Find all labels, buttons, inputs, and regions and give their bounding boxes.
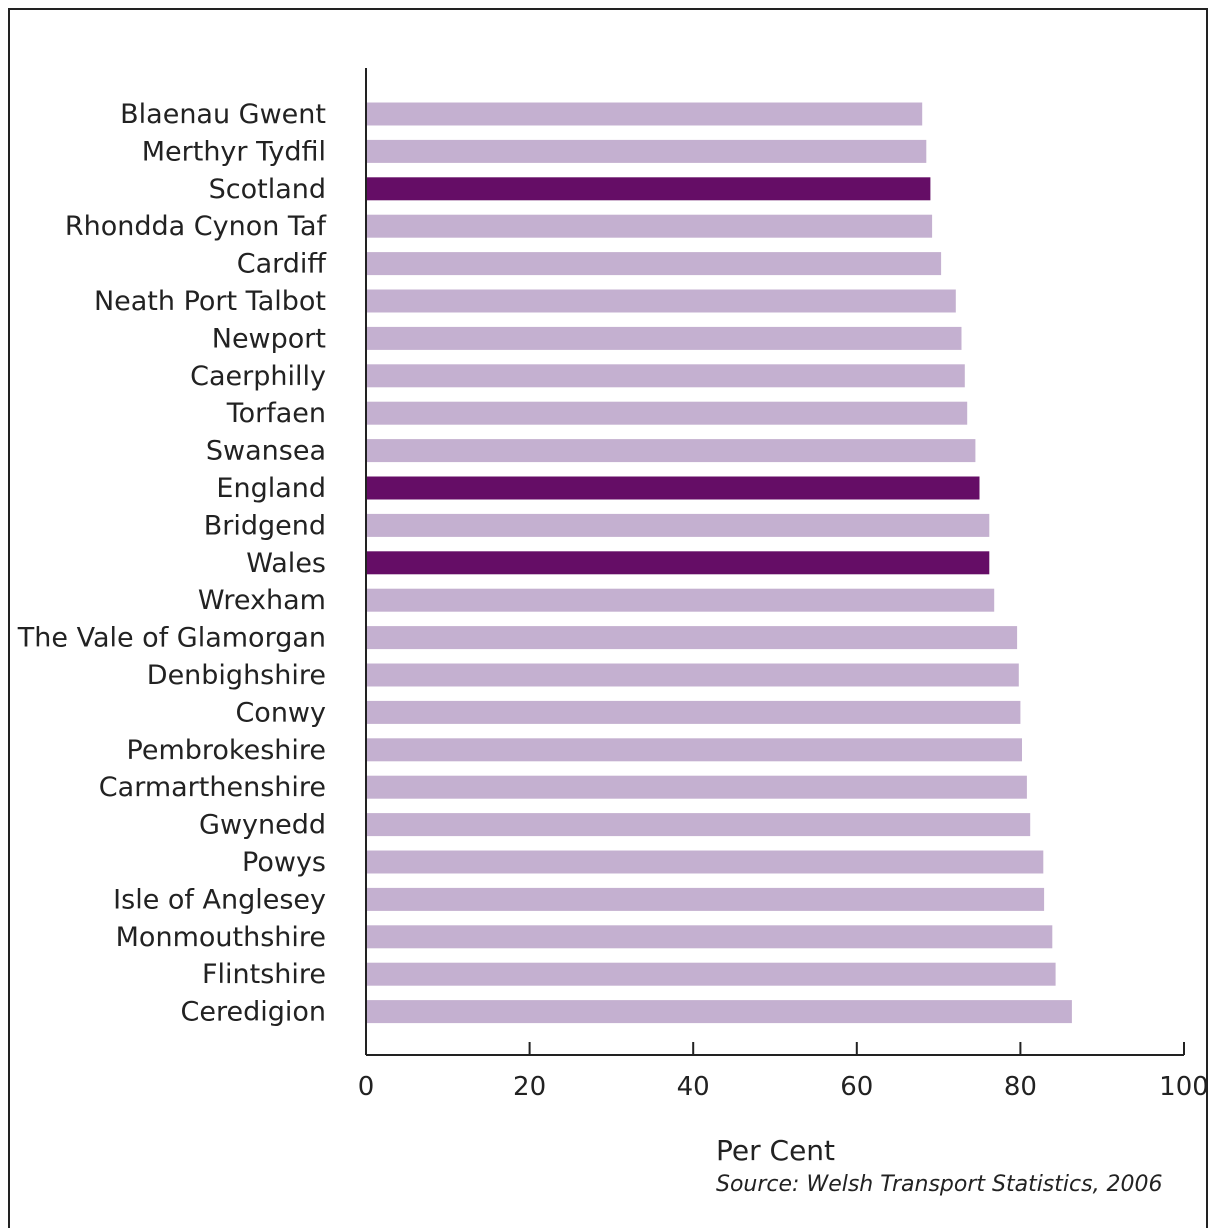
bar — [366, 401, 968, 425]
bar — [366, 289, 956, 313]
category-label: Carmarthenshire — [99, 772, 326, 803]
bar — [366, 476, 980, 500]
bar — [366, 626, 1018, 650]
bar — [366, 962, 1056, 986]
category-label: Caerphilly — [190, 361, 326, 392]
category-label: Conwy — [235, 697, 326, 728]
bar — [366, 326, 962, 350]
x-tick-label: 80 — [1004, 1072, 1037, 1102]
category-label: Torfaen — [226, 398, 326, 429]
bar — [366, 887, 1045, 911]
x-tick-label: 0 — [358, 1072, 375, 1102]
x-tick-label: 100 — [1159, 1072, 1209, 1102]
bar — [366, 700, 1021, 724]
category-label: Wrexham — [198, 585, 326, 616]
category-label: Isle of Anglesey — [113, 884, 326, 915]
category-label: Merthyr Tydfil — [142, 136, 326, 167]
bar — [366, 102, 923, 126]
bar — [366, 513, 990, 537]
source-note: Source: Welsh Transport Statistics, 2006 — [716, 1172, 1163, 1197]
chart-frame — [8, 8, 1208, 1228]
bar — [366, 139, 927, 163]
bar — [366, 588, 995, 612]
category-label: Newport — [212, 323, 326, 354]
bar — [366, 1000, 1072, 1024]
category-label: Blaenau Gwent — [120, 99, 326, 130]
bar — [366, 813, 1031, 837]
category-label: The Vale of Glamorgan — [17, 623, 326, 654]
x-tick-label: 40 — [677, 1072, 710, 1102]
bar — [366, 364, 965, 388]
bar — [366, 252, 942, 276]
bar — [366, 663, 1019, 687]
category-label: Swansea — [206, 436, 326, 467]
category-label: Neath Port Talbot — [94, 286, 326, 317]
category-label: Wales — [246, 548, 326, 579]
category-label: Monmouthshire — [116, 922, 326, 953]
bar — [366, 177, 931, 201]
category-label: Bridgend — [204, 510, 326, 541]
category-label: England — [216, 473, 326, 504]
bar — [366, 775, 1027, 799]
bar — [366, 214, 933, 238]
category-label: Pembrokeshire — [127, 735, 326, 766]
category-label: Cardiff — [237, 249, 328, 280]
category-label: Flintshire — [202, 959, 326, 990]
x-tick-label: 60 — [840, 1072, 873, 1102]
bar — [366, 551, 990, 575]
bar — [366, 850, 1044, 874]
x-axis-label: Per Cent — [716, 1134, 836, 1167]
x-tick-label: 20 — [513, 1072, 546, 1102]
bar — [366, 439, 976, 463]
category-label: Denbighshire — [147, 660, 326, 691]
category-label: Powys — [242, 847, 326, 878]
bar — [366, 925, 1053, 949]
category-label: Scotland — [209, 174, 326, 205]
category-label: Gwynedd — [199, 810, 326, 841]
category-label: Rhondda Cynon Taf — [65, 211, 328, 242]
bar — [366, 738, 1022, 762]
category-label: Ceredigion — [181, 997, 327, 1028]
